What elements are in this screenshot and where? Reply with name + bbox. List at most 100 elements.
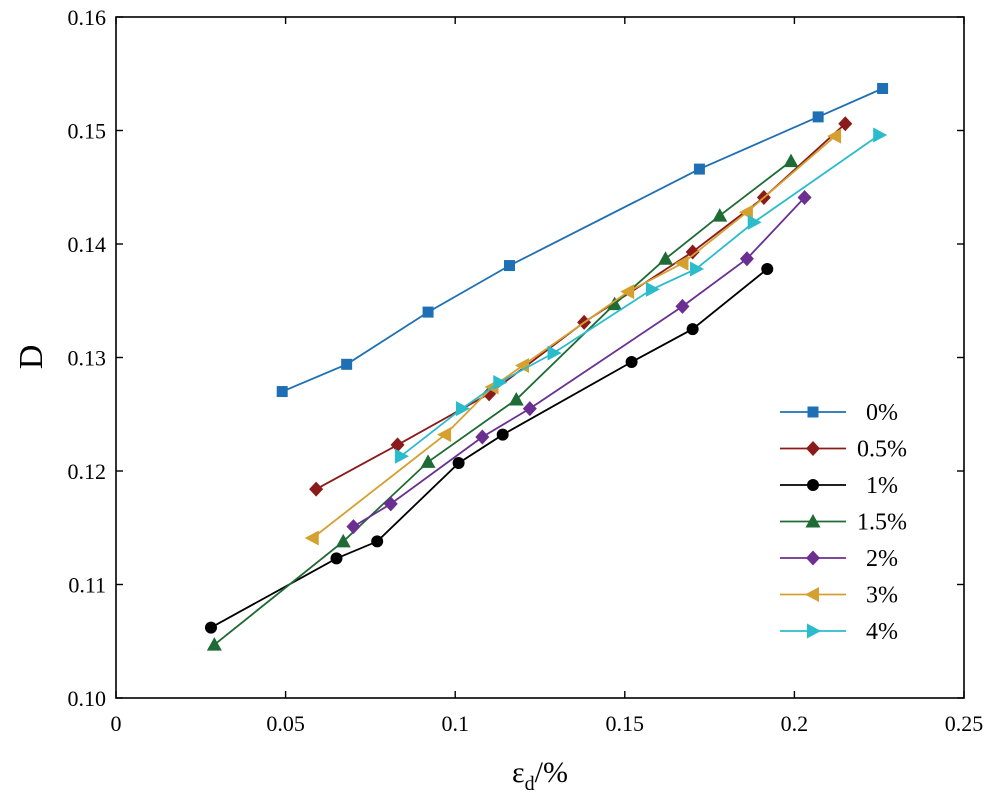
legend-label: 2%: [866, 546, 898, 572]
data-point: [390, 437, 405, 453]
series-line: [400, 134, 880, 457]
legend-marker: [807, 623, 821, 639]
data-point: [761, 262, 774, 275]
legend-marker: [805, 514, 821, 528]
data-point: [330, 552, 343, 565]
data-point: [503, 260, 515, 272]
data-point: [452, 457, 465, 470]
data-point: [371, 535, 384, 548]
x-tick-label: 0.1: [441, 711, 469, 736]
legend: 0% 0.5% 1% 1.5% 2% 3% 4%: [780, 400, 907, 645]
data-point: [420, 454, 436, 468]
series-line: [213, 160, 792, 646]
data-point: [797, 189, 812, 205]
series-line: [312, 135, 836, 539]
y-tick-label: 0.15: [68, 119, 107, 144]
data-point: [335, 533, 351, 548]
x-tick-label: 0.25: [945, 711, 984, 736]
data-point: [422, 306, 434, 318]
data-point: [394, 448, 409, 464]
y-tick-label: 0.16: [68, 5, 107, 30]
data-point: [827, 128, 842, 144]
data-point: [522, 401, 537, 417]
series-line: [352, 196, 806, 528]
legend-label: 0%: [866, 400, 898, 426]
y-tick-label: 0.12: [68, 459, 107, 484]
data-point: [873, 127, 888, 143]
x-tick-label: 0: [111, 711, 122, 736]
data-point: [693, 163, 705, 175]
series-1.5%: [206, 153, 799, 651]
x-tick-label: 0.05: [266, 711, 305, 736]
series-2%: [346, 189, 812, 535]
series-1%: [204, 262, 774, 634]
legend-marker: [805, 587, 819, 602]
data-point: [645, 281, 660, 297]
legend-marker: [807, 406, 819, 418]
legend-label: 0.5%: [857, 437, 907, 463]
data-point: [455, 401, 470, 417]
data-point: [712, 208, 728, 222]
data-point: [309, 481, 324, 497]
data-point: [304, 530, 319, 546]
y-tick-label: 0.10: [68, 686, 107, 711]
x-tick-label: 0.2: [781, 711, 809, 736]
series-4%: [394, 127, 888, 464]
data-point: [620, 284, 635, 300]
data-point: [383, 496, 398, 512]
data-point: [276, 386, 288, 398]
legend-label: 4%: [866, 619, 898, 645]
series-layer: [204, 83, 889, 651]
series-3%: [304, 128, 842, 546]
x-axis-title-unit: /%: [535, 756, 568, 789]
data-point: [341, 358, 353, 370]
legend-item: 1.5%: [780, 510, 907, 536]
data-point: [437, 427, 452, 443]
x-tick-label: 0.15: [606, 711, 645, 736]
y-tick-label: 0.11: [68, 573, 106, 598]
data-point: [508, 391, 524, 406]
data-point: [625, 356, 638, 369]
series-line: [210, 268, 768, 629]
legend-item: 4%: [780, 619, 898, 645]
data-point: [493, 374, 508, 390]
legend-marker: [807, 479, 819, 491]
y-axis-title: D: [13, 345, 50, 370]
data-point: [690, 261, 705, 277]
data-point: [607, 296, 623, 311]
y-tick-label: 0.13: [68, 346, 107, 371]
series-0.5%: [309, 116, 853, 497]
data-point: [204, 621, 217, 634]
data-point: [877, 83, 889, 95]
legend-marker: [806, 441, 820, 456]
data-point: [675, 298, 690, 314]
plot-frame: [115, 16, 965, 699]
legend-label: 1%: [866, 473, 898, 499]
legend-item: 0%: [780, 400, 898, 426]
axis-ticks: 0 0.05 0.1 0.15 0.2 0.25 0.10 0.11 0.12 0.13 0.14 0…: [68, 5, 984, 736]
data-point: [686, 323, 699, 336]
data-point: [812, 111, 824, 123]
x-axis-title-subscript: d: [525, 773, 535, 795]
data-point: [838, 116, 853, 132]
data-point: [496, 428, 509, 441]
data-point: [475, 429, 490, 445]
x-axis-title-main: ε: [512, 756, 525, 789]
legend-item: 3%: [780, 583, 898, 609]
legend-item: 0.5%: [780, 437, 907, 463]
series-line: [281, 87, 883, 393]
legend-marker: [806, 550, 820, 566]
data-point: [547, 345, 562, 361]
data-point: [747, 214, 762, 230]
x-axis-title: εd/%: [512, 756, 568, 795]
legend-item: 1%: [780, 473, 898, 499]
legend-label: 3%: [866, 583, 898, 609]
data-point: [346, 519, 361, 535]
series-line: [315, 123, 846, 490]
series-0%: [276, 83, 889, 398]
data-point: [658, 251, 674, 265]
data-point: [206, 637, 222, 651]
y-tick-label: 0.14: [68, 232, 107, 257]
legend-item: 2%: [780, 546, 898, 572]
